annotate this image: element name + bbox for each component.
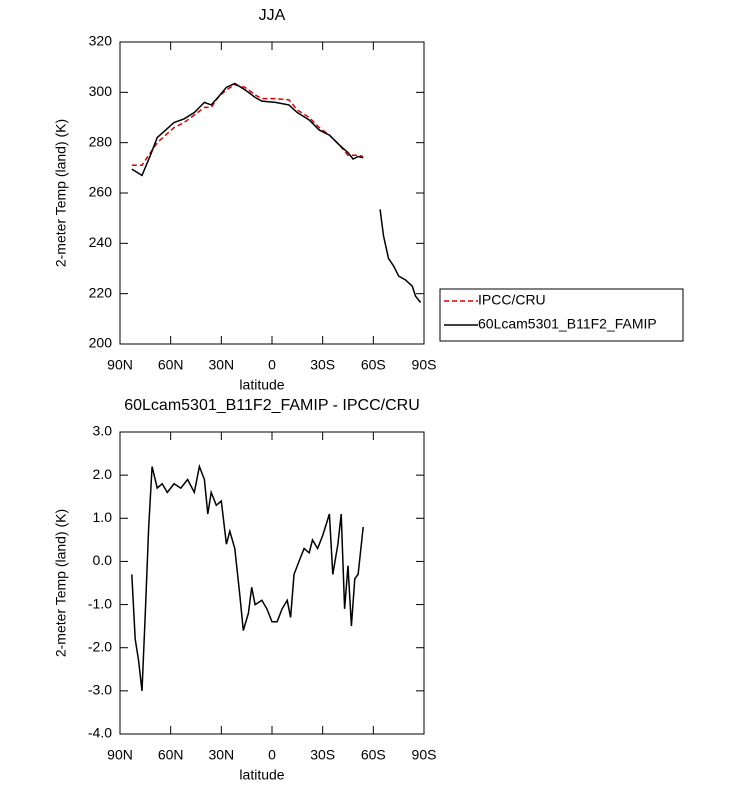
y-axis-label: 2-meter Temp (land) (K) <box>53 509 69 657</box>
x-tick-label: 90N <box>107 357 133 373</box>
legend-label: 60Lcam5301_B11F2_FAMIP <box>478 316 657 332</box>
x-tick-label: 60S <box>361 357 386 373</box>
x-tick-label: 90S <box>412 747 437 763</box>
y-tick-label: -2.0 <box>88 638 112 654</box>
y-tick-label: 300 <box>89 83 113 99</box>
x-tick-label: 60N <box>158 747 184 763</box>
data-line <box>131 463 364 691</box>
x-tick-label: 0 <box>268 747 276 763</box>
chart-title: 60Lcam5301_B11F2_FAMIP - IPCC/CRU <box>124 397 420 414</box>
y-tick-label: 320 <box>89 33 113 49</box>
chart-title: JJA <box>259 7 286 24</box>
x-tick-label: 90N <box>107 747 133 763</box>
data-line <box>131 82 422 303</box>
y-tick-label: -1.0 <box>88 595 112 611</box>
y-tick-label: 240 <box>89 234 113 250</box>
y-tick-label: -3.0 <box>88 682 112 698</box>
y-tick-label: 1.0 <box>93 509 113 525</box>
legend-box <box>439 288 684 342</box>
x-tick-label: 30S <box>310 747 335 763</box>
y-tick-label: 260 <box>89 184 113 200</box>
y-tick-label: 220 <box>89 284 113 300</box>
y-tick-label: 0.0 <box>93 552 113 568</box>
x-tick-label: 90S <box>412 357 437 373</box>
legend-label: IPCC/CRU <box>478 292 546 308</box>
plot-frame <box>119 431 425 735</box>
x-axis-label: latitude <box>239 377 284 393</box>
x-tick-label: 30N <box>208 747 234 763</box>
y-tick-label: 3.0 <box>93 423 113 439</box>
y-axis-label: 2-meter Temp (land) (K) <box>53 119 69 267</box>
data-line <box>131 83 364 167</box>
x-tick-label: 0 <box>268 357 276 373</box>
y-tick-label: 200 <box>89 335 113 351</box>
plot-frame <box>119 41 425 345</box>
y-tick-label: 2.0 <box>93 466 113 482</box>
y-tick-label: -4.0 <box>88 725 112 741</box>
x-tick-label: 60N <box>158 357 184 373</box>
y-tick-label: 280 <box>89 133 113 149</box>
x-axis-label: latitude <box>239 767 284 783</box>
x-tick-label: 60S <box>361 747 386 763</box>
x-tick-label: 30S <box>310 357 335 373</box>
x-tick-label: 30N <box>208 357 234 373</box>
